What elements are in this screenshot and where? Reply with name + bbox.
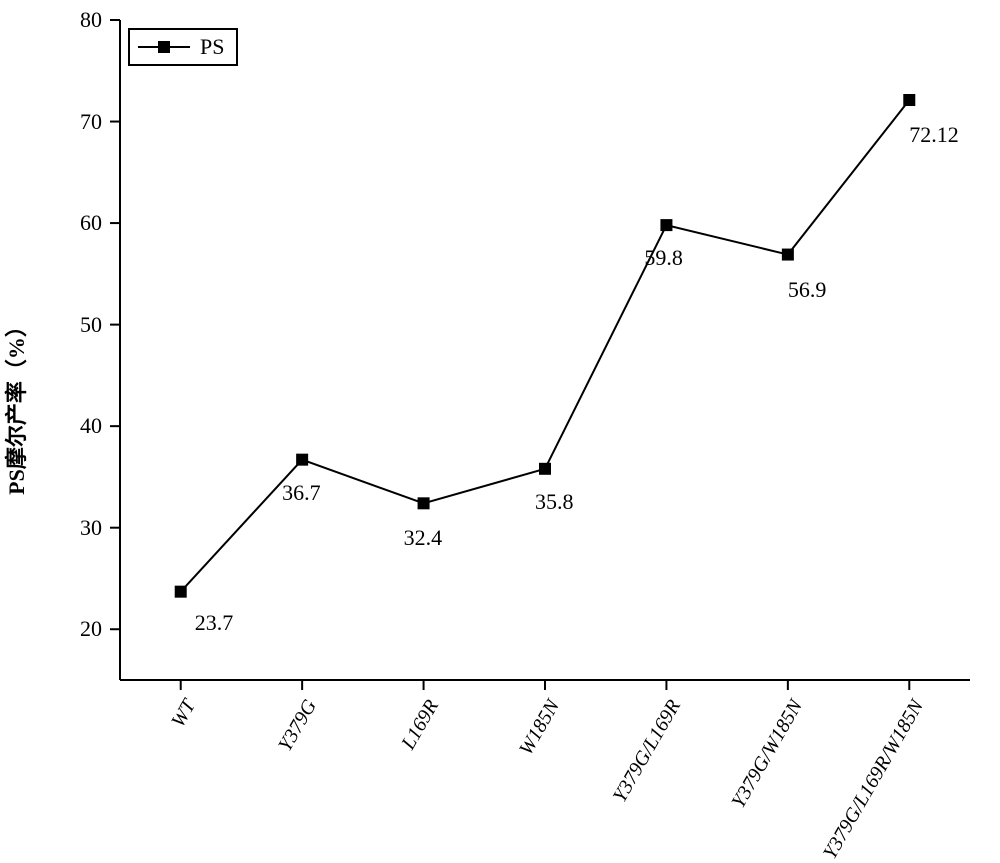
y-tick-label: 60 (0, 210, 102, 236)
data-point-label: 59.8 (644, 245, 683, 271)
chart-svg (0, 0, 1000, 810)
chart-container: PS摩尔产率（%） PS 20304050607080 WTY379GL169R… (0, 0, 1000, 810)
y-tick-label: 40 (0, 413, 102, 439)
data-point-label: 32.4 (404, 525, 443, 551)
y-tick-label: 30 (0, 515, 102, 541)
legend-marker (138, 37, 190, 57)
y-tick-label: 70 (0, 109, 102, 135)
data-point-label: 23.7 (195, 610, 234, 636)
legend-label: PS (200, 34, 224, 60)
y-tick-label: 50 (0, 312, 102, 338)
data-point-label: 35.8 (535, 489, 574, 515)
data-point-label: 36.7 (282, 480, 321, 506)
y-axis-title: PS摩尔产率（%） (0, 315, 31, 495)
data-point-label: 72.12 (909, 122, 959, 148)
y-tick-label: 80 (0, 7, 102, 33)
data-point-label: 56.9 (788, 277, 827, 303)
legend: PS (128, 28, 238, 66)
y-tick-label: 20 (0, 616, 102, 642)
